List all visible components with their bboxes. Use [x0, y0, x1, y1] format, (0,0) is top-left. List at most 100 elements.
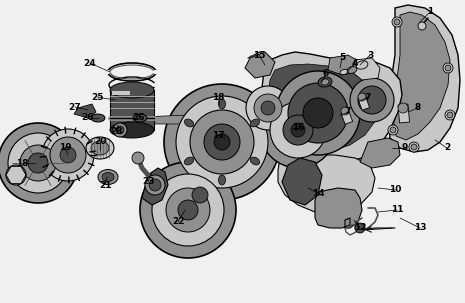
Circle shape — [145, 175, 165, 195]
Text: 22: 22 — [172, 218, 184, 227]
Ellipse shape — [219, 99, 226, 109]
Circle shape — [445, 65, 451, 71]
Circle shape — [0, 123, 78, 203]
Polygon shape — [315, 188, 362, 228]
Polygon shape — [328, 55, 360, 75]
Text: 26: 26 — [81, 114, 93, 122]
Circle shape — [283, 115, 313, 145]
Circle shape — [214, 134, 230, 150]
Text: 25: 25 — [91, 92, 103, 102]
Text: 2: 2 — [444, 144, 450, 152]
Ellipse shape — [110, 122, 154, 138]
Text: 18: 18 — [212, 94, 224, 102]
Circle shape — [42, 129, 94, 181]
Circle shape — [341, 107, 349, 115]
Text: 23: 23 — [142, 178, 154, 187]
Circle shape — [164, 84, 280, 200]
Text: 9: 9 — [402, 144, 408, 152]
Text: 21: 21 — [99, 181, 111, 189]
Polygon shape — [360, 138, 400, 168]
Circle shape — [411, 144, 417, 150]
Circle shape — [6, 165, 26, 185]
Text: 7: 7 — [345, 108, 351, 116]
Circle shape — [178, 200, 198, 220]
Circle shape — [276, 71, 360, 155]
Bar — [358, 96, 370, 110]
Text: 10: 10 — [389, 185, 401, 195]
Circle shape — [392, 17, 402, 27]
Circle shape — [149, 179, 161, 191]
Polygon shape — [282, 158, 322, 205]
Circle shape — [288, 83, 348, 143]
Circle shape — [152, 174, 224, 246]
Circle shape — [190, 110, 254, 174]
Circle shape — [28, 153, 48, 173]
Text: 1: 1 — [427, 8, 433, 16]
Polygon shape — [388, 5, 460, 152]
Circle shape — [390, 127, 396, 133]
Ellipse shape — [91, 114, 105, 122]
Ellipse shape — [347, 67, 357, 73]
Circle shape — [409, 142, 419, 152]
Polygon shape — [6, 166, 26, 184]
Text: 24: 24 — [84, 58, 96, 68]
Text: 7: 7 — [365, 92, 371, 102]
Circle shape — [418, 22, 426, 30]
Circle shape — [132, 152, 144, 164]
Ellipse shape — [110, 82, 154, 98]
Text: 13: 13 — [414, 224, 426, 232]
Polygon shape — [268, 64, 382, 150]
Text: 3: 3 — [367, 51, 373, 59]
Circle shape — [140, 162, 236, 258]
Polygon shape — [112, 91, 130, 95]
Text: 16: 16 — [292, 124, 304, 132]
Polygon shape — [112, 112, 268, 124]
Circle shape — [204, 124, 240, 160]
Circle shape — [8, 133, 68, 193]
Circle shape — [358, 93, 366, 101]
Circle shape — [60, 147, 76, 163]
Ellipse shape — [185, 119, 194, 127]
Circle shape — [246, 86, 290, 130]
Ellipse shape — [219, 175, 226, 185]
Ellipse shape — [250, 119, 259, 127]
Circle shape — [291, 123, 305, 137]
Text: 18: 18 — [16, 158, 28, 168]
Text: 15: 15 — [253, 51, 265, 59]
Circle shape — [355, 223, 365, 233]
Ellipse shape — [86, 137, 114, 159]
Text: 4: 4 — [352, 58, 358, 68]
Text: 5: 5 — [339, 54, 345, 62]
Circle shape — [113, 123, 127, 137]
Circle shape — [261, 101, 275, 115]
Circle shape — [166, 188, 210, 232]
Circle shape — [270, 102, 326, 158]
Ellipse shape — [356, 61, 368, 69]
Text: 6: 6 — [323, 68, 329, 78]
Ellipse shape — [318, 77, 332, 87]
Text: 28: 28 — [110, 128, 122, 136]
Polygon shape — [262, 52, 402, 162]
Polygon shape — [142, 168, 168, 205]
Circle shape — [50, 137, 86, 173]
Text: 20: 20 — [94, 138, 106, 146]
Circle shape — [447, 112, 453, 118]
Circle shape — [394, 19, 400, 25]
Circle shape — [358, 86, 386, 114]
Ellipse shape — [250, 157, 259, 165]
Circle shape — [443, 63, 453, 73]
Ellipse shape — [98, 169, 118, 185]
Circle shape — [398, 103, 408, 113]
Circle shape — [10, 169, 22, 181]
Circle shape — [445, 110, 455, 120]
Text: 14: 14 — [312, 188, 324, 198]
Polygon shape — [245, 52, 275, 78]
Ellipse shape — [340, 69, 348, 75]
Circle shape — [192, 187, 208, 203]
Polygon shape — [393, 12, 450, 140]
Bar — [110, 90, 154, 130]
Circle shape — [20, 145, 56, 181]
Polygon shape — [352, 58, 380, 80]
Circle shape — [254, 94, 282, 122]
Circle shape — [350, 78, 394, 122]
